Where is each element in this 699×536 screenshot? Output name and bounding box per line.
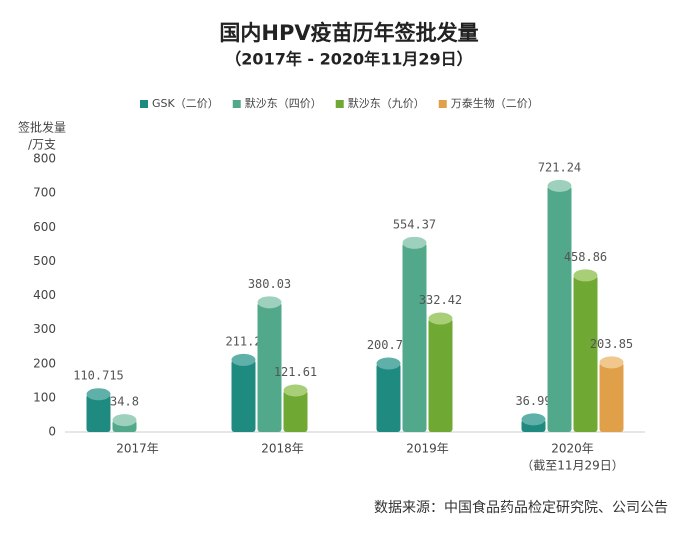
legend-swatch bbox=[335, 100, 344, 108]
value-label: 203.85 bbox=[590, 337, 633, 351]
legend-label: 万泰生物（二价） bbox=[451, 96, 539, 110]
x-tick-label: 2018年 bbox=[261, 442, 304, 456]
bar bbox=[257, 302, 282, 432]
value-label: 200.75 bbox=[367, 338, 410, 352]
bar-top bbox=[402, 236, 427, 249]
bar-top bbox=[599, 356, 624, 369]
bar-top bbox=[86, 388, 111, 401]
bar-top bbox=[547, 179, 572, 192]
bar-top bbox=[521, 413, 546, 426]
y-tick-label: 100 bbox=[33, 390, 56, 404]
legend-swatch bbox=[232, 100, 241, 108]
y-tick-label: 200 bbox=[33, 356, 56, 370]
legend-label: GSK（二价） bbox=[152, 97, 219, 110]
bar bbox=[86, 394, 111, 432]
y-tick-label: 300 bbox=[33, 322, 56, 336]
bar-top bbox=[573, 269, 598, 282]
bar-top bbox=[112, 414, 137, 427]
y-tick-label: 800 bbox=[33, 152, 56, 166]
bar-top bbox=[428, 312, 453, 325]
bar bbox=[573, 275, 598, 432]
value-label: 380.03 bbox=[248, 277, 291, 291]
bar-top bbox=[257, 296, 282, 309]
chart-title: 国内HPV疫苗历年签批发量 bbox=[219, 21, 478, 45]
source: 数据来源：中国食品药品检定研究院、公司公告 bbox=[374, 499, 668, 516]
y-tick-label: 600 bbox=[33, 220, 56, 234]
value-label: 211.2 bbox=[225, 334, 261, 348]
y-tick-label: 400 bbox=[33, 288, 56, 302]
bar bbox=[547, 185, 572, 432]
value-label: 36.99 bbox=[515, 394, 551, 408]
chart-subtitle: （2017年 - 2020年11月29日） bbox=[225, 50, 472, 69]
bar-top bbox=[283, 384, 308, 397]
x-tick-label: 2020年 bbox=[551, 442, 594, 456]
bar-top bbox=[231, 353, 256, 366]
y-axis-label: /万支 bbox=[28, 138, 56, 152]
y-tick-label: 700 bbox=[33, 186, 56, 200]
legend-swatch bbox=[438, 100, 447, 108]
y-axis-label: 签批发量 bbox=[18, 120, 66, 135]
bar-top bbox=[376, 357, 401, 370]
value-label: 332.42 bbox=[419, 293, 462, 307]
bar bbox=[283, 390, 308, 432]
legend-label: 默沙东（四价） bbox=[245, 97, 322, 110]
value-label: 721.24 bbox=[538, 160, 581, 174]
bar bbox=[599, 362, 624, 432]
value-label: 110.715 bbox=[73, 369, 124, 383]
value-label: 554.37 bbox=[393, 217, 436, 231]
value-label: 121.61 bbox=[274, 365, 317, 379]
bar bbox=[428, 318, 453, 432]
x-tick-label: 2019年 bbox=[406, 442, 449, 456]
bar bbox=[402, 242, 427, 432]
value-label: 458.86 bbox=[564, 250, 607, 264]
legend-swatch bbox=[140, 100, 148, 108]
legend-label: 默沙东（九价） bbox=[348, 97, 425, 110]
x-tick-label: 2017年 bbox=[116, 442, 159, 456]
y-tick-label: 500 bbox=[33, 254, 56, 268]
y-tick-label: 0 bbox=[48, 425, 56, 439]
bar bbox=[231, 359, 256, 432]
x-tick-note: （截至11月29日） bbox=[521, 459, 624, 473]
value-label: 34.8 bbox=[110, 395, 139, 409]
bar bbox=[376, 363, 401, 432]
